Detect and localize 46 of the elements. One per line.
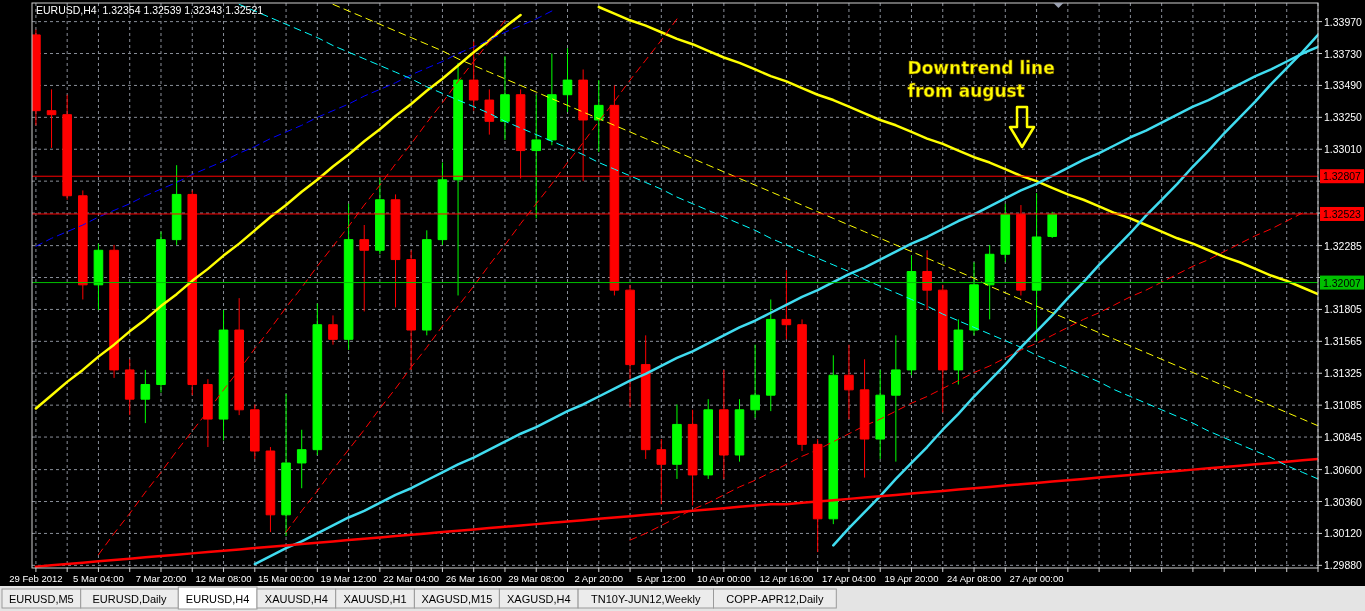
ref-line-label: 1.32007: [1323, 276, 1362, 289]
text: EURUSD,Daily: [92, 593, 167, 605]
text: XAGUSD,M15: [421, 593, 493, 605]
y-tick-label: 1.30120: [1324, 527, 1363, 540]
y-tick-label: 1.33490: [1324, 79, 1363, 92]
y-tick-label: 1.31085: [1324, 399, 1363, 412]
text: EURUSD,M5: [8, 593, 74, 605]
text: XAUUSD,H1: [343, 593, 407, 605]
y-tick-label: 1.33730: [1324, 47, 1363, 60]
text: TN10Y-JUN12,Weekly: [591, 593, 702, 605]
x-tick-label: 27 Apr 00:00: [1009, 573, 1064, 584]
x-tick-label: 24 Apr 08:00: [947, 573, 1001, 584]
x-tick-label: 12 Mar 08:00: [195, 573, 252, 584]
ref-line-label: 1.32523: [1323, 207, 1362, 220]
text: EURUSD,H4: [185, 593, 250, 605]
y-tick-label: 1.30360: [1324, 495, 1363, 508]
text: COPP-APR12,Daily: [726, 593, 824, 605]
x-tick-label: 5 Apr 12:00: [637, 573, 686, 584]
x-tick-label: 29 Mar 08:00: [508, 573, 565, 584]
y-tick-label: 1.30600: [1324, 463, 1363, 476]
ref-line-label: 1.32807: [1323, 170, 1362, 183]
x-tick-label: 19 Mar 12:00: [320, 573, 377, 584]
y-tick-label: 1.32285: [1324, 239, 1363, 252]
chart-title: EURUSD,H4 1.32354 1.32539 1.32343 1.32521: [36, 4, 264, 16]
y-tick-label: 1.33970: [1324, 15, 1363, 28]
x-tick-label: 12 Apr 16:00: [759, 573, 814, 584]
y-tick-label: 1.30845: [1324, 431, 1363, 444]
x-tick-label: 7 Mar 20:00: [135, 573, 187, 584]
x-tick-label: 10 Apr 00:00: [696, 573, 751, 584]
x-tick-label: 26 Mar 16:00: [445, 573, 502, 584]
x-tick-label: 29 Feb 2012: [9, 573, 63, 584]
y-tick-label: 1.31805: [1324, 303, 1363, 316]
y-tick-label: 1.31565: [1324, 335, 1363, 348]
y-tick-label: 1.33010: [1324, 143, 1363, 156]
x-tick-label: 17 Apr 04:00: [822, 573, 876, 584]
x-tick-label: 5 Mar 04:00: [73, 573, 124, 584]
x-tick-label: 2 Apr 20:00: [574, 573, 624, 584]
x-tick-label: 22 Mar 04:00: [383, 573, 440, 584]
y-tick-label: 1.31325: [1324, 367, 1363, 380]
x-tick-label: 19 Apr 20:00: [884, 573, 939, 584]
y-tick-label: 1.33250: [1324, 111, 1363, 124]
y-tick-label: 1.29880: [1324, 559, 1363, 572]
annotation: Downtrend line from august: [907, 58, 1055, 101]
x-tick-label: 15 Mar 00:00: [258, 573, 315, 584]
text: XAGUSD,H4: [506, 593, 571, 605]
text: XAUUSD,H4: [264, 593, 328, 605]
